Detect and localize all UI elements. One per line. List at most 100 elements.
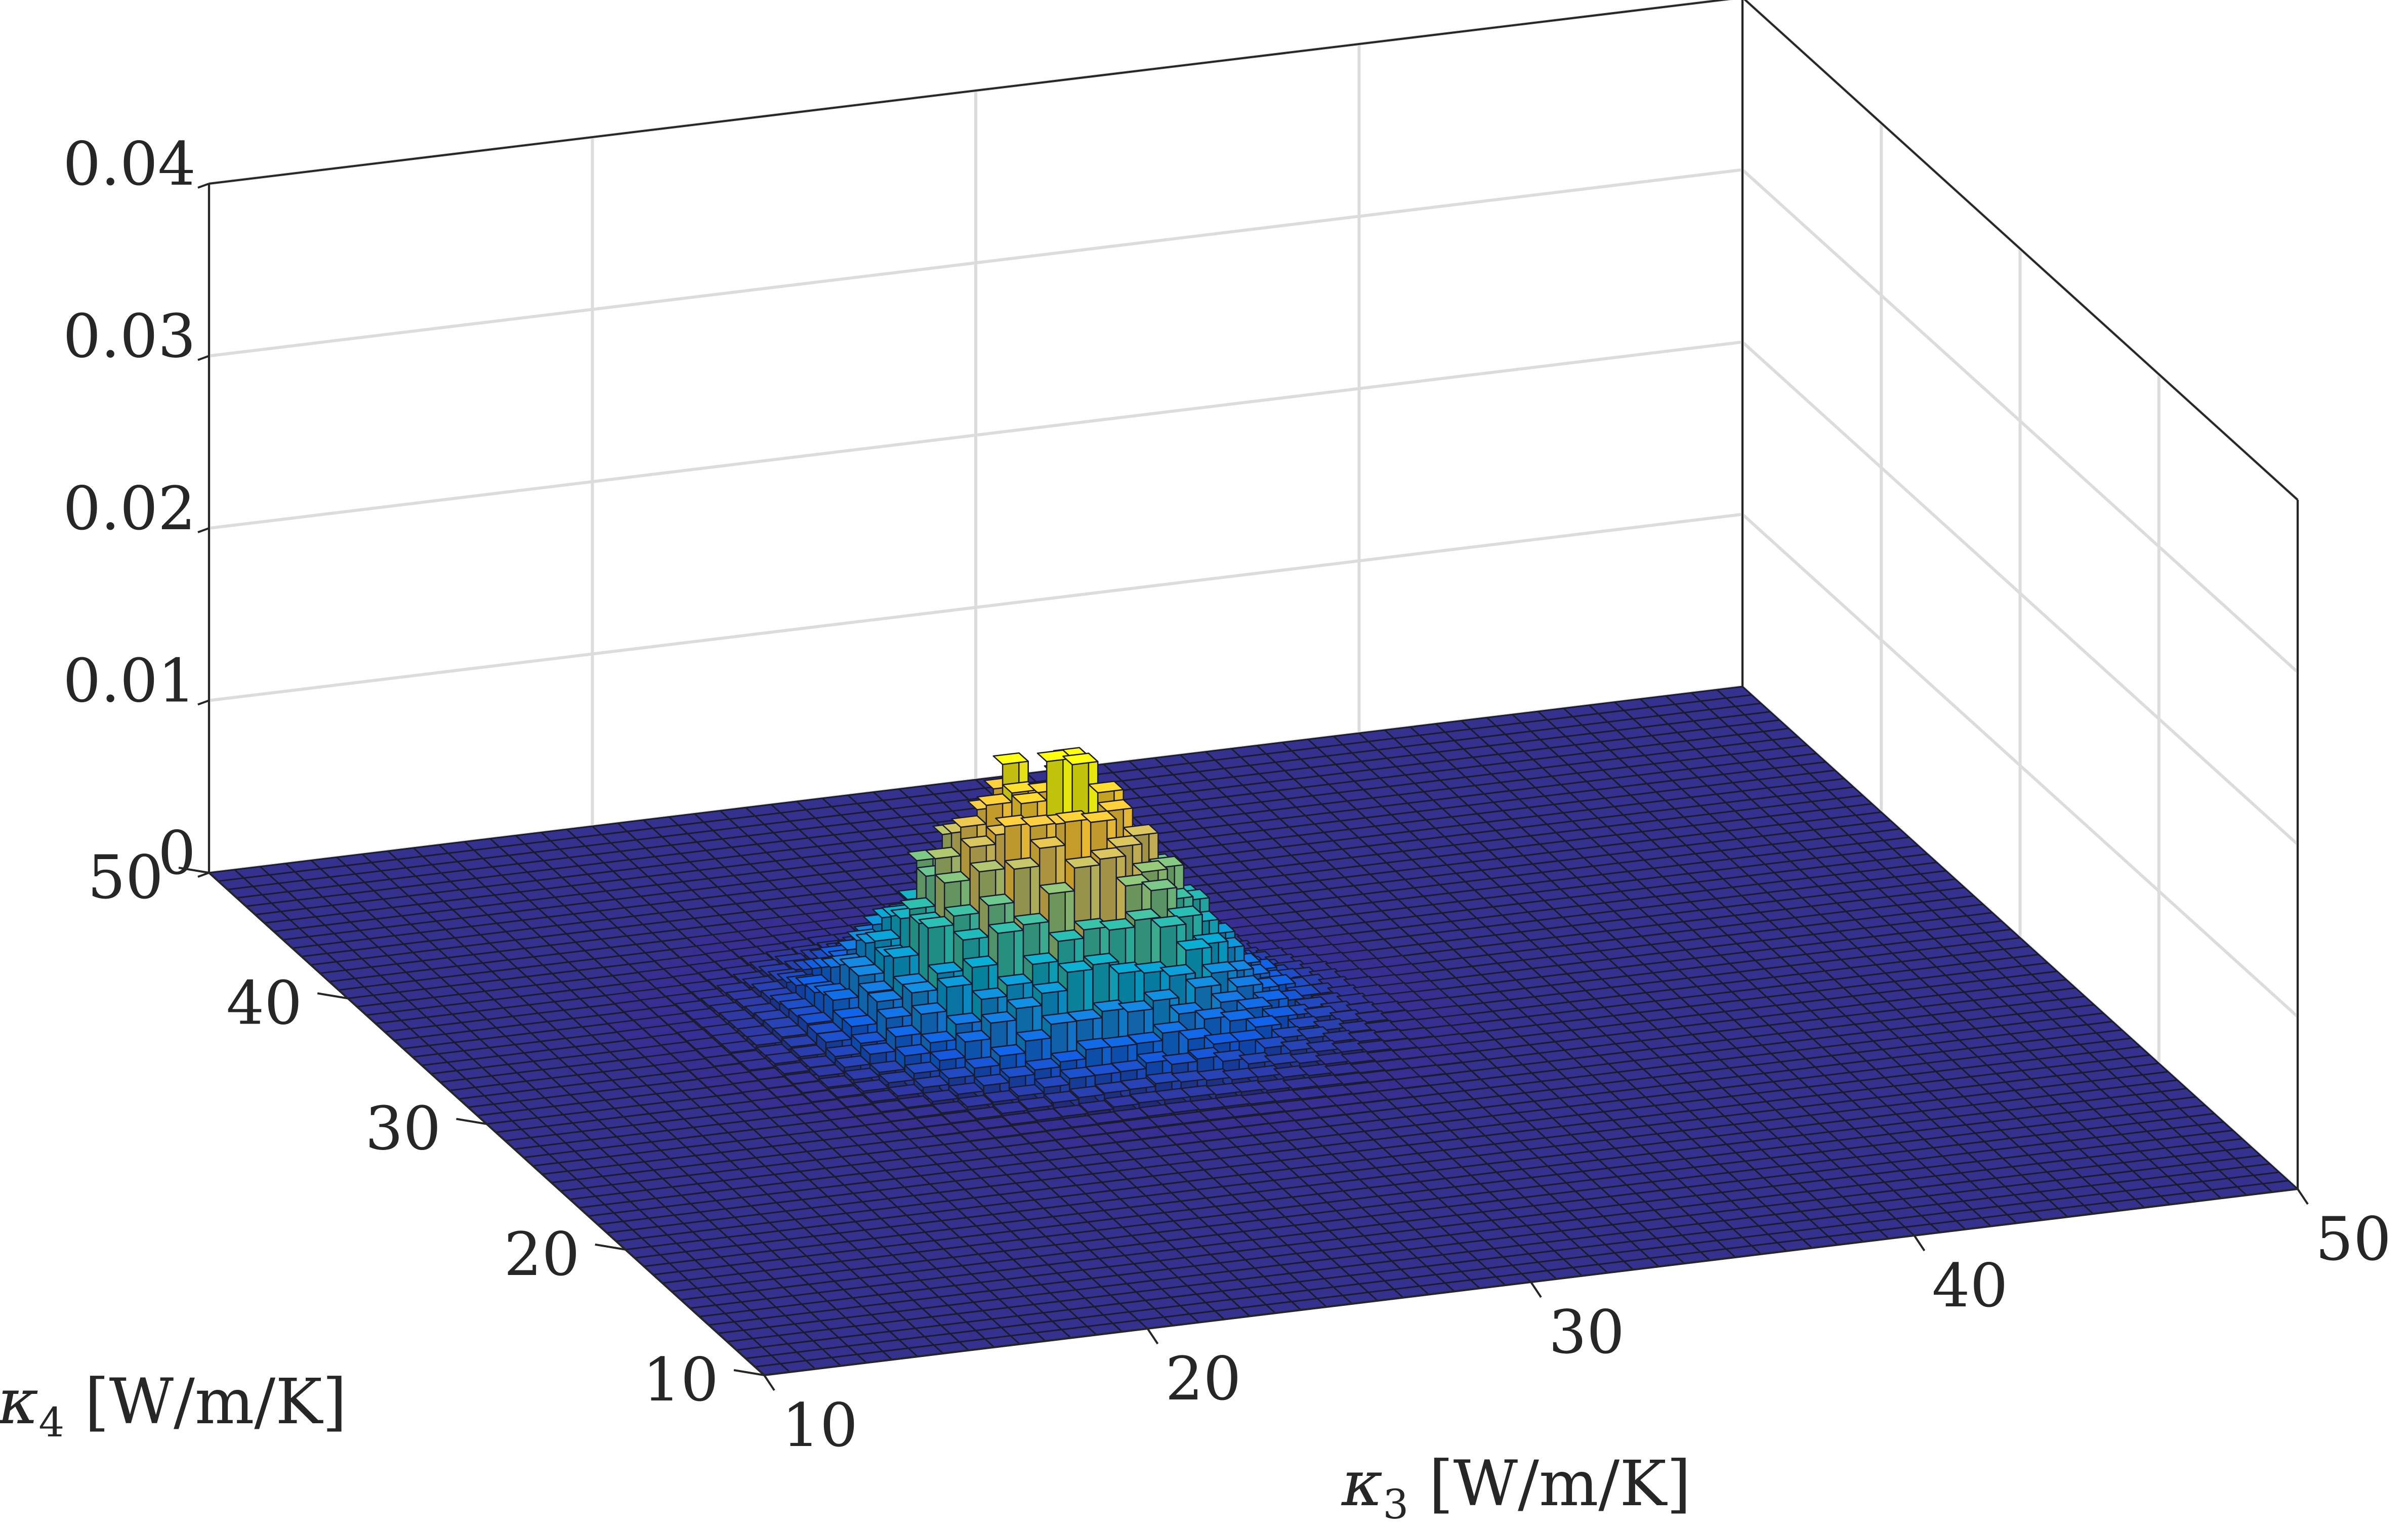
bar-top-face: [992, 1101, 1028, 1114]
floor-edge-y-1: [755, 1179, 2289, 1368]
x-tick-label-0: 10: [782, 1390, 858, 1460]
bar-top-face: [1103, 1095, 1140, 1108]
bar-top-face: [1025, 1057, 1061, 1071]
x-tick-mark-1: [1146, 1328, 1159, 1345]
floor-edge-y-19: [588, 1029, 2122, 1217]
x-tick-label-4: 50: [2315, 1204, 2391, 1274]
bar-top-face: [867, 990, 903, 1003]
bar-top-face: [858, 980, 894, 993]
bar-top-face: [976, 793, 1013, 806]
bar-top-face: [739, 1058, 776, 1071]
bar-top-face: [1090, 847, 1127, 860]
bar-top-face: [955, 1030, 991, 1043]
floor-edge-y-6: [709, 1138, 2243, 1326]
bar-top-face: [1078, 1100, 1114, 1113]
bar-top-face: [976, 1116, 1012, 1129]
bar-top-face: [1052, 1104, 1089, 1118]
bar-top-face: [1268, 1120, 1305, 1133]
y-axis-label: κ4 [W/m/K]: [0, 1366, 347, 1446]
bar-top-face: [1117, 1000, 1154, 1013]
bar-top-face: [1092, 999, 1129, 1012]
bar-12-27: [811, 1098, 848, 1113]
y-tick-label-3: 40: [226, 968, 302, 1038]
bar-top-face: [841, 1014, 878, 1028]
bar-top-face: [927, 961, 964, 974]
y-axis-label-symbol: κ: [0, 1366, 38, 1438]
bar-top-face: [925, 846, 962, 860]
bar-top-face: [1171, 1070, 1208, 1083]
bar-top-face: [1064, 856, 1101, 869]
bar-top-face: [1057, 960, 1094, 973]
bar-top-face: [990, 1044, 1026, 1057]
bar-top-face: [1083, 952, 1119, 966]
grid-line-z-3: [209, 168, 2299, 673]
floor-edge-y-9: [681, 1113, 2215, 1301]
floor-edge-y-16: [616, 1054, 2150, 1242]
bar-top-face: [1036, 749, 1073, 762]
bar-top-face: [818, 1075, 855, 1088]
floor-edge-y-60: [209, 686, 1743, 874]
bar-top-face: [1288, 1015, 1324, 1029]
bar-top-face: [904, 1061, 940, 1074]
bar-top-face: [1304, 1005, 1340, 1018]
bar-top-face: [1066, 1008, 1103, 1022]
x-tick-label-2: 30: [1549, 1297, 1625, 1367]
axes-layer: [178, 0, 2309, 1391]
bar-top-face: [1150, 915, 1187, 928]
grid-line-z-4: [209, 0, 2299, 501]
bar-top-face: [1245, 1015, 1282, 1028]
bar-top-face: [1136, 1051, 1173, 1064]
bar-top-face: [1378, 1087, 1414, 1100]
bar-top-face: [879, 1071, 915, 1084]
bar-top-face: [1238, 1051, 1275, 1065]
bar-top-face: [1357, 1039, 1393, 1053]
floor-edge-y-12: [653, 1087, 2187, 1275]
bar-top-face: [860, 1042, 896, 1055]
bar-top-face: [1097, 799, 1134, 812]
bar-top-face: [964, 1056, 1001, 1069]
y-tick-mark-4: [178, 867, 210, 874]
bar-top-face: [1290, 1051, 1326, 1064]
axis-box-line-3: [1743, 0, 2299, 501]
bar-top-face: [797, 1011, 834, 1025]
bar-top-face: [848, 963, 885, 977]
floor-edge-y-2: [745, 1171, 2279, 1359]
bar-top-face: [981, 1011, 1017, 1024]
x-axis-label-symbol: κ: [1341, 1448, 1383, 1520]
bar-27-19: [1268, 1120, 1305, 1133]
bar-top-face: [827, 1085, 864, 1098]
x-tick-mark-0: [763, 1374, 775, 1391]
bar-top-face: [1088, 780, 1124, 794]
bar-37-27: [1450, 1022, 1486, 1035]
y-tick-label-0: 10: [643, 1345, 719, 1415]
bar-top-face: [1410, 1065, 1447, 1078]
bar-top-face: [834, 1055, 871, 1068]
bar-top-face: [906, 1105, 943, 1118]
bar-top-face: [934, 871, 971, 884]
bar-top-face: [978, 893, 1015, 907]
bar-top-face: [974, 1073, 1010, 1087]
bar-top-face: [999, 1065, 1035, 1079]
bar-top-face: [918, 916, 954, 929]
y-axis-label-units: [W/m/K]: [85, 1366, 347, 1438]
y-tick-label-2: 30: [365, 1094, 441, 1164]
bar-top-face: [1383, 1038, 1419, 1051]
bar-top-face: [793, 1080, 829, 1093]
bar-top-face: [957, 1094, 994, 1108]
bar-top-face: [846, 1103, 882, 1117]
bar-top-face: [883, 946, 920, 959]
floor-edge-y-59: [218, 694, 1752, 882]
bar-top-face: [1185, 975, 1222, 989]
floor-edge-y-10: [671, 1104, 2206, 1292]
bar-top-face: [1001, 1112, 1038, 1125]
bar-top-face: [913, 1075, 950, 1088]
bar-17-22: [985, 1125, 1022, 1139]
bar-top-face: [888, 1084, 924, 1097]
bar-top-face: [869, 1060, 906, 1073]
y-tick-mark-3: [317, 992, 348, 1000]
bar-top-face: [1180, 1084, 1217, 1098]
bar-top-face: [1006, 996, 1043, 1009]
bar-top-face: [1334, 1072, 1370, 1085]
bar-top-face: [983, 1090, 1019, 1103]
